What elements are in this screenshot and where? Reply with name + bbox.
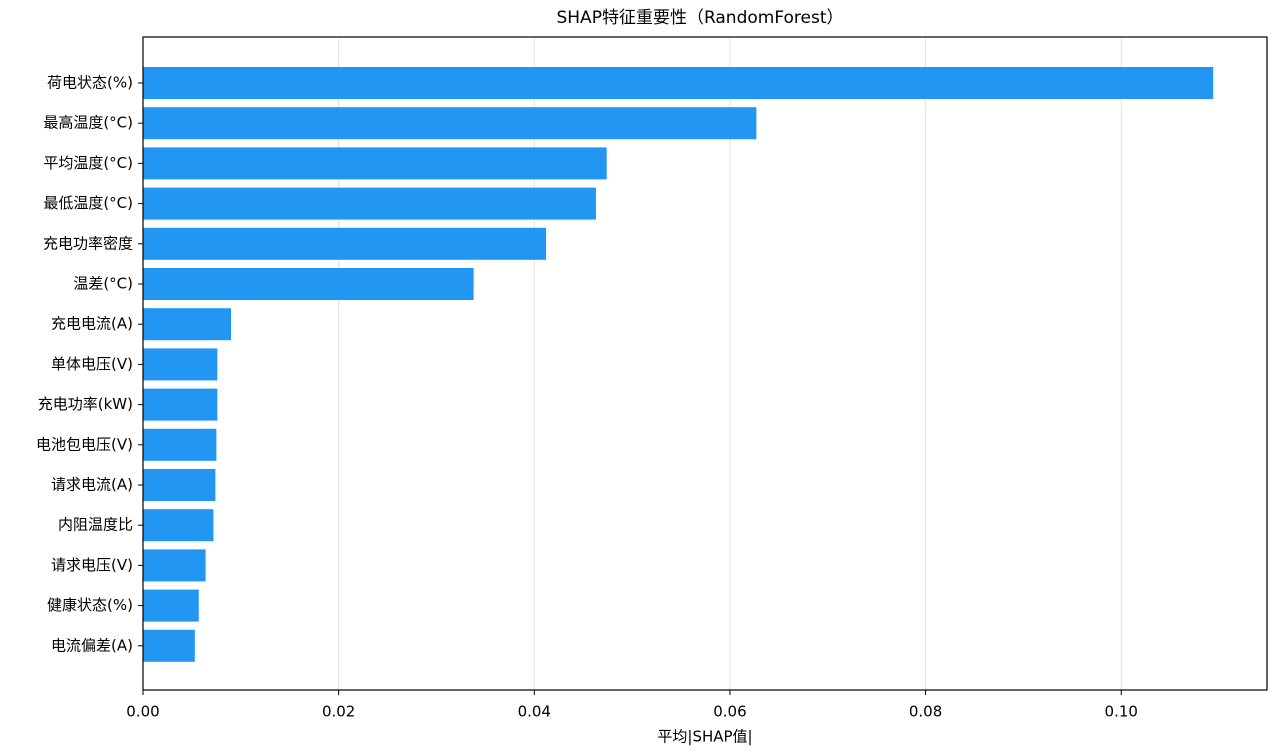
bar <box>143 589 199 622</box>
x-tick-label: 0.04 <box>518 703 551 721</box>
x-tick-label: 0.06 <box>713 703 746 721</box>
bar <box>143 348 218 381</box>
bar <box>143 388 218 421</box>
y-tick-label: 充电电流(A) <box>51 315 133 333</box>
chart-title: SHAP特征重要性（RandomForest） <box>556 8 843 28</box>
bar <box>143 187 596 220</box>
y-tick-label: 充电功率(kW) <box>38 395 133 413</box>
y-tick-label: 请求电压(V) <box>51 556 133 574</box>
x-tick-label: 0.08 <box>909 703 942 721</box>
x-tick-label: 0.02 <box>322 703 355 721</box>
y-tick-label: 荷电状态(%) <box>47 74 133 92</box>
bar <box>143 509 214 542</box>
y-tick-label: 充电功率密度 <box>43 234 133 252</box>
x-tick-label: 0.00 <box>126 703 159 721</box>
y-tick-label: 内阻温度比 <box>58 516 133 534</box>
plot-frame <box>142 36 1268 691</box>
x-tick-label: 0.10 <box>1105 703 1138 721</box>
y-tick-label: 请求电流(A) <box>51 476 133 494</box>
y-tick-label: 温差(°C) <box>73 275 133 293</box>
y-tick-label: 单体电压(V) <box>51 355 133 373</box>
bar <box>143 428 217 461</box>
y-tick-label: 平均温度(°C) <box>43 154 133 172</box>
bar <box>143 308 232 341</box>
x-axis-label: 平均|SHAP值| <box>657 728 752 746</box>
bar <box>143 67 1214 99</box>
bar <box>143 147 607 180</box>
bar <box>143 549 206 582</box>
bar <box>143 227 547 260</box>
bar <box>143 107 757 140</box>
y-tick-label: 最高温度(°C) <box>43 114 133 132</box>
y-tick-label: 健康状态(%) <box>47 596 133 614</box>
y-tick-label: 电流偏差(A) <box>51 636 133 654</box>
bar <box>143 629 195 662</box>
y-tick-label: 最低温度(°C) <box>43 194 133 212</box>
bar <box>143 469 216 501</box>
bar <box>143 268 474 300</box>
y-tick-label: 电池包电压(V) <box>36 435 133 453</box>
